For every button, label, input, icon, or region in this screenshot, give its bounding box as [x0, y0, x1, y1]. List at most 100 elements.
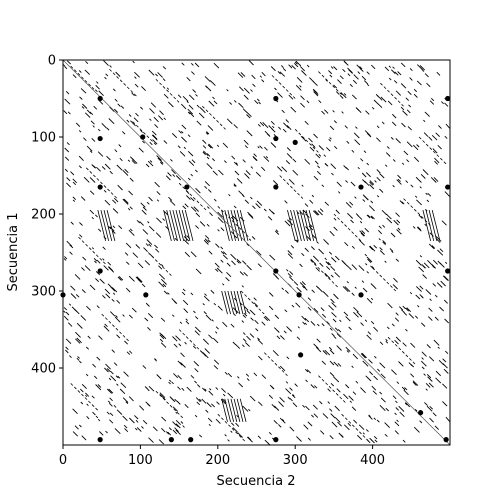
noise-match-segment	[64, 66, 68, 70]
noise-match-segment	[395, 258, 400, 262]
dark-spot	[188, 437, 194, 443]
noise-match-segment	[316, 323, 320, 327]
noise-match-segment	[316, 241, 319, 244]
noise-match-segment	[206, 156, 210, 160]
noise-match-segment	[289, 397, 293, 402]
noise-match-segment	[373, 417, 377, 421]
noise-match-segment	[314, 210, 320, 216]
noise-match-segment	[237, 376, 240, 379]
noise-match-segment	[313, 133, 319, 139]
noise-match-segment	[145, 302, 150, 307]
noise-match-segment	[432, 148, 438, 154]
noise-match-segment	[203, 239, 209, 245]
noise-match-segment	[412, 381, 417, 386]
noise-match-segment	[131, 92, 135, 97]
noise-match-segment	[96, 166, 101, 172]
noise-match-segment	[79, 96, 83, 100]
noise-match-segment	[246, 310, 251, 314]
noise-match-segment	[343, 424, 350, 431]
noise-match-segment	[322, 291, 329, 298]
noise-match-segment	[349, 201, 354, 206]
noise-match-segment	[382, 241, 386, 246]
noise-match-segment	[192, 345, 197, 349]
noise-match-segment	[355, 107, 360, 112]
match-diagonal	[333, 213, 362, 242]
noise-match-segment	[279, 417, 286, 424]
noise-match-segment	[152, 139, 158, 145]
noise-match-segment	[376, 169, 381, 174]
noise-match-segment	[335, 209, 340, 215]
noise-match-segment	[347, 73, 351, 77]
noise-match-segment	[85, 392, 90, 397]
noise-match-segment	[432, 412, 437, 417]
noise-match-segment	[188, 160, 195, 166]
noise-match-segment	[196, 401, 201, 406]
noise-match-segment	[346, 140, 350, 144]
noise-match-segment	[63, 315, 69, 321]
noise-match-segment	[174, 427, 179, 433]
noise-match-segment	[444, 191, 451, 198]
noise-match-segment	[217, 229, 220, 232]
noise-match-segment	[105, 363, 111, 370]
noise-match-segment	[388, 77, 392, 81]
noise-match-segment	[227, 439, 230, 442]
noise-match-segment	[367, 331, 372, 335]
noise-match-segment	[82, 103, 88, 109]
noise-match-segment	[180, 352, 185, 358]
match-marks	[60, 59, 451, 446]
noise-match-segment	[89, 190, 95, 195]
noise-match-segment	[329, 360, 335, 366]
noise-match-segment	[409, 68, 413, 72]
noise-match-segment	[194, 414, 198, 418]
noise-match-segment	[97, 384, 102, 388]
noise-match-segment	[436, 71, 441, 76]
noise-match-segment	[248, 238, 252, 241]
noise-match-segment	[261, 374, 267, 379]
noise-match-segment	[148, 385, 155, 392]
noise-match-segment	[425, 382, 431, 388]
noise-match-segment	[405, 97, 410, 101]
noise-match-segment	[292, 402, 298, 408]
noise-match-segment	[439, 248, 444, 253]
noise-match-segment	[190, 62, 194, 66]
noise-match-segment	[213, 365, 219, 370]
noise-match-segment	[329, 327, 333, 331]
noise-match-segment	[256, 200, 263, 206]
noise-match-segment	[195, 212, 201, 218]
noise-match-segment	[76, 337, 82, 344]
noise-match-segment	[69, 244, 74, 249]
noise-match-segment	[281, 109, 285, 114]
noise-match-segment	[444, 318, 450, 324]
noise-match-segment	[194, 330, 200, 336]
noise-match-segment	[166, 87, 170, 90]
noise-match-segment	[362, 287, 368, 293]
noise-match-segment	[92, 411, 96, 416]
noise-match-segment	[390, 232, 396, 238]
noise-match-segment	[132, 60, 135, 64]
noise-match-segment	[356, 434, 363, 441]
noise-match-segment	[295, 60, 302, 67]
noise-match-segment	[379, 404, 386, 412]
noise-match-segment	[408, 362, 413, 367]
noise-match-segment	[157, 72, 163, 78]
noise-match-segment	[63, 110, 68, 115]
noise-match-segment	[434, 160, 439, 165]
noise-match-segment	[170, 158, 173, 162]
noise-match-segment	[332, 318, 337, 323]
noise-match-segment	[400, 83, 407, 89]
noise-match-segment	[220, 250, 225, 255]
dense-block	[221, 210, 249, 242]
noise-match-segment	[359, 68, 364, 72]
noise-match-segment	[176, 400, 181, 405]
noise-match-segment	[410, 184, 414, 188]
noise-match-segment	[248, 408, 251, 412]
noise-match-segment	[281, 418, 285, 422]
noise-match-segment	[330, 265, 336, 271]
noise-match-segment	[199, 221, 206, 227]
noise-match-segment	[86, 403, 89, 407]
noise-match-segment	[370, 64, 376, 70]
noise-match-segment	[207, 189, 212, 193]
noise-match-segment	[215, 326, 219, 330]
noise-match-segment	[105, 293, 111, 299]
noise-match-segment	[279, 335, 285, 340]
